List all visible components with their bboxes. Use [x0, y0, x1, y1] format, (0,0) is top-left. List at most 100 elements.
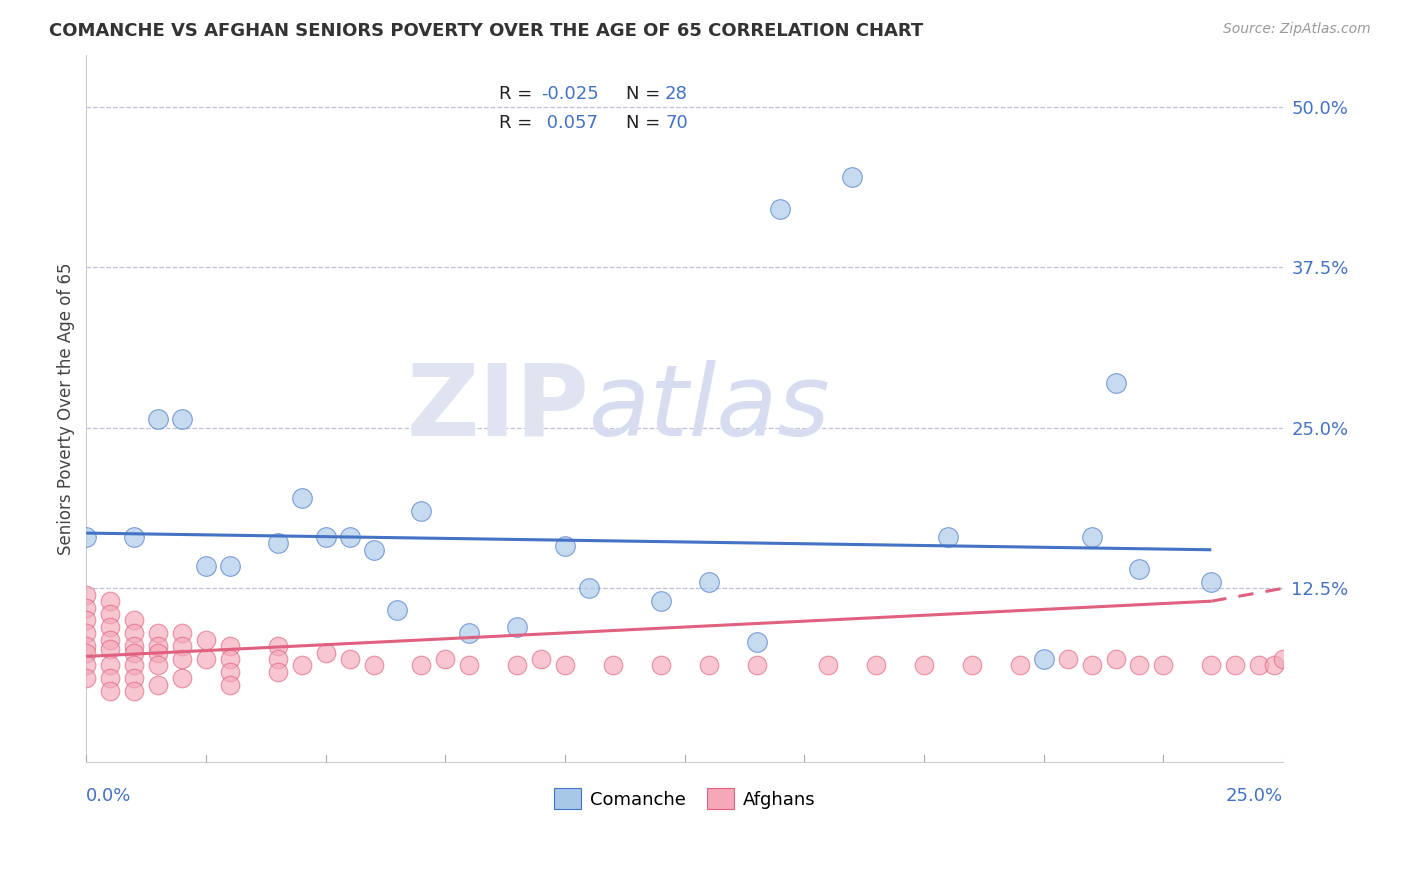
Point [170, 639, 193, 653]
Point [363, 658, 385, 673]
Y-axis label: Seniors Poverty Over the Age of 65: Seniors Poverty Over the Age of 65 [58, 262, 75, 555]
Text: 0.057: 0.057 [541, 114, 599, 132]
Point [1128, 658, 1150, 673]
Point [1032, 652, 1054, 666]
Point [98, 641, 121, 656]
Point [75, 588, 97, 602]
Text: -0.025: -0.025 [541, 85, 599, 103]
Point [1201, 658, 1223, 673]
Point [170, 652, 193, 666]
Point [146, 626, 169, 640]
Point [1008, 658, 1031, 673]
Point [75, 600, 97, 615]
Point [98, 607, 121, 621]
Point [1080, 530, 1102, 544]
Point [411, 504, 433, 518]
Point [578, 582, 600, 596]
Point [291, 491, 314, 506]
Point [98, 658, 121, 673]
Point [745, 658, 768, 673]
Point [98, 620, 121, 634]
Point [458, 658, 481, 673]
Point [960, 658, 983, 673]
Point [75, 639, 97, 653]
Point [75, 626, 97, 640]
Point [1104, 652, 1126, 666]
Point [506, 658, 529, 673]
Point [146, 678, 169, 692]
Point [1128, 562, 1150, 576]
Point [219, 678, 242, 692]
Point [1056, 652, 1078, 666]
Point [291, 658, 314, 673]
Point [650, 594, 672, 608]
Point [122, 626, 145, 640]
Point [1080, 658, 1102, 673]
Point [219, 559, 242, 574]
Point [75, 646, 97, 660]
Point [1263, 658, 1285, 673]
Point [1104, 376, 1126, 390]
Point [146, 646, 169, 660]
Point [817, 658, 839, 673]
Point [122, 646, 145, 660]
Point [146, 411, 169, 425]
Text: 0.0%: 0.0% [86, 787, 132, 805]
Text: COMANCHE VS AFGHAN SENIORS POVERTY OVER THE AGE OF 65 CORRELATION CHART: COMANCHE VS AFGHAN SENIORS POVERTY OVER … [49, 22, 924, 40]
Point [411, 658, 433, 673]
Point [554, 539, 576, 553]
Point [146, 658, 169, 673]
Point [1152, 658, 1174, 673]
Point [315, 646, 337, 660]
Text: ZIP: ZIP [406, 360, 589, 457]
Point [170, 411, 193, 425]
Point [936, 530, 959, 544]
Point [458, 626, 481, 640]
Point [339, 652, 361, 666]
Point [745, 635, 768, 649]
Point [602, 658, 624, 673]
Point [1249, 658, 1271, 673]
Point [267, 665, 290, 679]
Point [697, 574, 720, 589]
Point [75, 671, 97, 685]
Text: N =: N = [626, 114, 665, 132]
Point [554, 658, 576, 673]
Text: Source: ZipAtlas.com: Source: ZipAtlas.com [1223, 22, 1371, 37]
Point [434, 652, 457, 666]
Point [530, 652, 553, 666]
Point [769, 202, 792, 217]
Text: R =: R = [499, 85, 538, 103]
Point [194, 652, 217, 666]
Point [1201, 574, 1223, 589]
Legend: Comanche, Afghans: Comanche, Afghans [547, 781, 823, 816]
Point [267, 536, 290, 550]
Point [122, 671, 145, 685]
Point [697, 658, 720, 673]
Point [912, 658, 935, 673]
Point [387, 603, 409, 617]
Point [122, 639, 145, 653]
Point [194, 632, 217, 647]
Point [122, 658, 145, 673]
Point [267, 639, 290, 653]
Point [219, 665, 242, 679]
Point [170, 626, 193, 640]
Point [339, 530, 361, 544]
Point [75, 530, 97, 544]
Point [98, 671, 121, 685]
Point [146, 639, 169, 653]
Point [122, 684, 145, 698]
Point [122, 614, 145, 628]
Point [75, 614, 97, 628]
Point [219, 652, 242, 666]
Point [170, 671, 193, 685]
Point [315, 530, 337, 544]
Point [194, 559, 217, 574]
Point [219, 639, 242, 653]
Point [98, 594, 121, 608]
Text: atlas: atlas [589, 360, 831, 457]
Point [363, 542, 385, 557]
Point [841, 170, 863, 185]
Point [75, 658, 97, 673]
